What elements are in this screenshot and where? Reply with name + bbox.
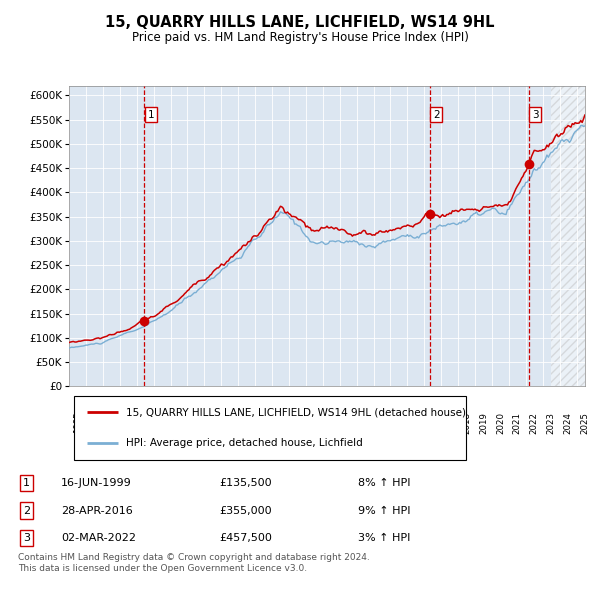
Text: 2016: 2016: [428, 412, 437, 434]
Text: 2008: 2008: [293, 412, 302, 434]
Text: 2007: 2007: [276, 412, 285, 434]
Text: 2025: 2025: [581, 412, 589, 434]
Text: 2006: 2006: [259, 412, 268, 434]
Text: 2022: 2022: [530, 412, 539, 434]
Text: £135,500: £135,500: [220, 478, 272, 488]
Bar: [74, 396, 466, 460]
Text: 1: 1: [23, 478, 30, 488]
Text: 2023: 2023: [547, 412, 556, 434]
Text: 2: 2: [433, 110, 440, 120]
Text: 15, QUARRY HILLS LANE, LICHFIELD, WS14 9HL: 15, QUARRY HILLS LANE, LICHFIELD, WS14 9…: [105, 15, 495, 30]
Text: 9% ↑ HPI: 9% ↑ HPI: [358, 506, 410, 516]
Text: £355,000: £355,000: [220, 506, 272, 516]
Text: 2005: 2005: [242, 412, 251, 434]
Text: 1995: 1995: [73, 412, 82, 434]
Text: 2018: 2018: [462, 412, 471, 434]
Text: 1996: 1996: [90, 412, 99, 434]
Text: 3% ↑ HPI: 3% ↑ HPI: [358, 533, 410, 543]
Text: 2: 2: [23, 506, 30, 516]
Text: 1: 1: [148, 110, 154, 120]
Bar: [551, 86, 585, 386]
Text: 1999: 1999: [140, 412, 149, 433]
Text: 2003: 2003: [208, 412, 217, 434]
Text: 2019: 2019: [479, 412, 488, 434]
Text: 2009: 2009: [310, 412, 319, 434]
Text: Contains HM Land Registry data © Crown copyright and database right 2024.
This d: Contains HM Land Registry data © Crown c…: [18, 553, 370, 573]
Text: 8% ↑ HPI: 8% ↑ HPI: [358, 478, 410, 488]
Text: 2024: 2024: [563, 412, 572, 434]
Text: 2002: 2002: [191, 412, 200, 434]
Text: 2012: 2012: [361, 412, 370, 434]
Text: 1998: 1998: [124, 412, 133, 434]
Text: 2000: 2000: [158, 412, 167, 434]
Text: 2004: 2004: [225, 412, 234, 434]
Text: Price paid vs. HM Land Registry's House Price Index (HPI): Price paid vs. HM Land Registry's House …: [131, 31, 469, 44]
Text: HPI: Average price, detached house, Lichfield: HPI: Average price, detached house, Lich…: [126, 438, 362, 448]
Text: 2015: 2015: [412, 412, 421, 434]
Text: 3: 3: [23, 533, 30, 543]
Text: 2020: 2020: [496, 412, 505, 434]
Text: 2017: 2017: [445, 412, 454, 434]
Text: 2014: 2014: [394, 412, 403, 434]
Text: 2010: 2010: [327, 412, 336, 434]
Text: 3: 3: [532, 110, 539, 120]
Bar: [551, 86, 585, 386]
Text: £457,500: £457,500: [220, 533, 272, 543]
Text: 2001: 2001: [175, 412, 184, 434]
Text: 1997: 1997: [107, 412, 116, 434]
Text: 28-APR-2016: 28-APR-2016: [61, 506, 133, 516]
Text: 2011: 2011: [344, 412, 353, 434]
Text: 02-MAR-2022: 02-MAR-2022: [61, 533, 136, 543]
Text: 16-JUN-1999: 16-JUN-1999: [61, 478, 132, 488]
Text: 15, QUARRY HILLS LANE, LICHFIELD, WS14 9HL (detached house): 15, QUARRY HILLS LANE, LICHFIELD, WS14 9…: [126, 407, 466, 417]
Text: 2021: 2021: [513, 412, 522, 434]
Text: 2013: 2013: [377, 412, 386, 434]
